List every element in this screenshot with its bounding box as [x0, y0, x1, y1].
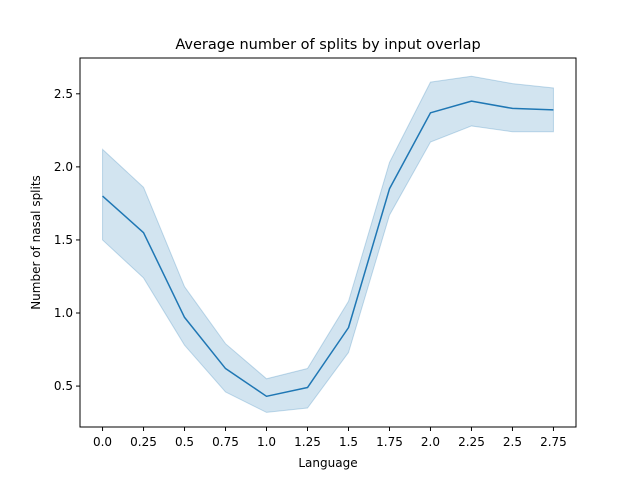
y-tick-label: 2.0 [54, 160, 73, 174]
x-tick-label: 2.0 [421, 435, 440, 449]
y-tick-label: 1.0 [54, 306, 73, 320]
x-tick-label: 0.75 [212, 435, 239, 449]
x-tick-label: 1.0 [257, 435, 276, 449]
series-line [102, 100, 554, 398]
x-axis: 0.0 0.25 0.5 0.75 1.0 1.25 1.5 1.75 2.0 2.25 2.5 2.… [93, 427, 567, 449]
x-tick-label: 0.25 [130, 435, 157, 449]
x-axis-label: Language [298, 456, 357, 470]
y-tick-label: 0.5 [54, 379, 73, 393]
x-tick-label: 1.25 [294, 435, 321, 449]
x-tick-label: 2.75 [540, 435, 567, 449]
y-axis-label: Number of nasal splits [29, 175, 43, 310]
axes-frame [79, 57, 577, 428]
confidence-band [102, 75, 554, 413]
x-tick-label: 2.25 [458, 435, 485, 449]
x-tick-label: 0.5 [175, 435, 194, 449]
y-axis: 0.5 1.0 1.5 2.0 2.5 [54, 87, 80, 393]
x-tick-label: 0.0 [93, 435, 112, 449]
x-tick-label: 2.5 [503, 435, 522, 449]
plot-area [102, 75, 554, 413]
x-tick-label: 1.5 [339, 435, 358, 449]
y-tick-label: 1.5 [54, 233, 73, 247]
x-tick-label: 1.75 [376, 435, 403, 449]
y-tick-label: 2.5 [54, 87, 73, 101]
chart-title: Average number of splits by input overla… [175, 37, 480, 53]
